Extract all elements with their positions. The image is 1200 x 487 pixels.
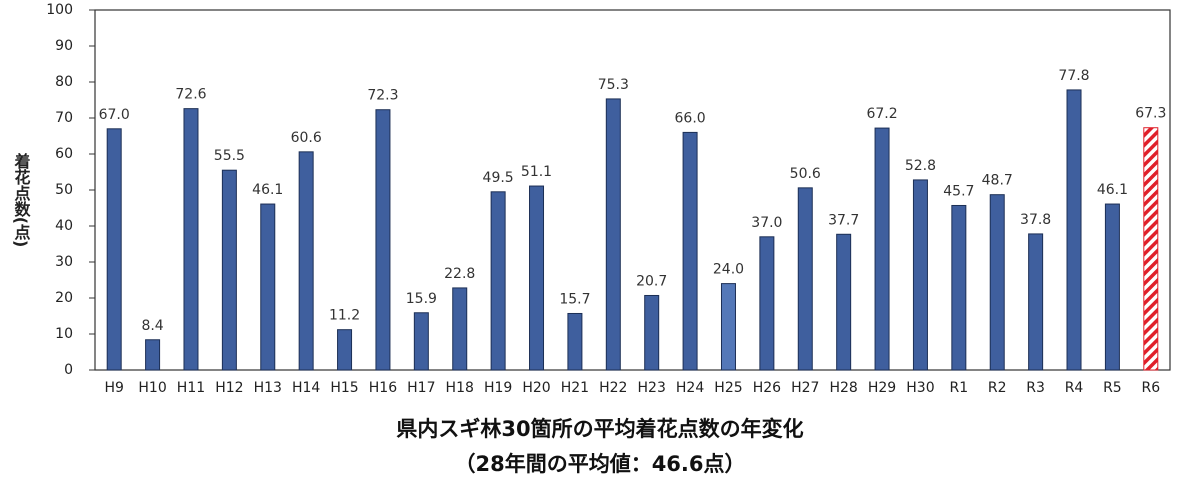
- value-label: 72.6: [175, 87, 206, 103]
- value-label: 15.9: [406, 291, 437, 307]
- x-tick-label: H21: [561, 380, 589, 396]
- value-label: 75.3: [598, 77, 629, 93]
- x-tick-label: R4: [1065, 380, 1084, 396]
- bar: [874, 127, 890, 371]
- y-tick-label: 0: [64, 362, 73, 378]
- x-tick-label: H14: [292, 380, 320, 396]
- chart-title: 県内スギ林30箇所の平均着花点数の年変化: [396, 417, 803, 441]
- bar: [221, 169, 237, 371]
- value-label: 22.8: [444, 266, 475, 282]
- y-tick-label: 60: [55, 146, 73, 162]
- x-tick-label: R1: [950, 380, 969, 396]
- x-tick-label: H28: [829, 380, 857, 396]
- bar: [567, 312, 583, 371]
- value-label: 8.4: [141, 318, 163, 334]
- value-label: 72.3: [367, 88, 398, 104]
- bar: [797, 187, 813, 371]
- x-tick-label: H9: [104, 380, 123, 396]
- x-tick-label: H11: [177, 380, 205, 396]
- y-tick-label: 10: [55, 326, 73, 342]
- bar: [1066, 89, 1082, 371]
- x-tick-label: H25: [714, 380, 742, 396]
- x-tick-label: H27: [791, 380, 819, 396]
- y-tick-label: 80: [55, 74, 73, 90]
- value-label: 51.1: [521, 164, 552, 180]
- bar: [375, 109, 391, 371]
- x-tick-label: H19: [484, 380, 512, 396]
- value-label: 37.8: [1020, 212, 1051, 228]
- bar: [145, 339, 161, 371]
- bar: [720, 283, 736, 371]
- value-label: 77.8: [1058, 68, 1089, 84]
- value-label: 67.0: [99, 107, 130, 123]
- bar: [605, 98, 621, 371]
- bar: [260, 203, 276, 371]
- value-label: 37.0: [751, 215, 782, 231]
- bar: [1028, 233, 1044, 371]
- x-tick-label: H17: [407, 380, 435, 396]
- x-tick-label: H29: [868, 380, 896, 396]
- bar: [951, 204, 967, 371]
- x-tick-label: H10: [138, 380, 166, 396]
- x-tick-label: R5: [1103, 380, 1122, 396]
- value-label: 11.2: [329, 308, 360, 324]
- value-label: 48.7: [982, 173, 1013, 189]
- bar: [912, 179, 928, 371]
- x-tick-label: H30: [906, 380, 934, 396]
- bar: [337, 329, 353, 371]
- y-tick-label: 50: [55, 182, 73, 198]
- bar: [106, 128, 122, 371]
- bar: [298, 151, 314, 371]
- bar: [1104, 203, 1120, 371]
- value-label: 50.6: [790, 166, 821, 182]
- x-tick-label: H22: [599, 380, 627, 396]
- y-tick-label: 90: [55, 38, 73, 54]
- value-label: 24.0: [713, 262, 744, 278]
- x-tick-label: H18: [446, 380, 474, 396]
- x-tick-label: H23: [638, 380, 666, 396]
- value-label: 46.1: [1097, 182, 1128, 198]
- value-label: 45.7: [943, 183, 974, 199]
- x-tick-label: R2: [988, 380, 1007, 396]
- bar: [644, 294, 660, 371]
- bar: [682, 131, 698, 371]
- value-label: 67.2: [866, 106, 897, 122]
- value-label: 15.7: [559, 291, 590, 307]
- y-tick-label: 20: [55, 290, 73, 306]
- x-tick-label: R6: [1141, 380, 1160, 396]
- value-label: 20.7: [636, 273, 667, 289]
- x-tick-label: H13: [254, 380, 282, 396]
- bar: [529, 185, 545, 371]
- value-label: 37.7: [828, 212, 859, 228]
- value-label: 52.8: [905, 158, 936, 174]
- x-tick-label: H16: [369, 380, 397, 396]
- bar: [183, 108, 199, 371]
- bar: [759, 236, 775, 371]
- x-tick-label: H12: [215, 380, 243, 396]
- x-tick-label: H15: [330, 380, 358, 396]
- bar: [989, 194, 1005, 371]
- value-label: 46.1: [252, 182, 283, 198]
- value-label: 49.5: [483, 170, 514, 186]
- y-tick-label: 70: [55, 110, 73, 126]
- bar: [836, 233, 852, 371]
- y-axis-label: 着花点数(点): [12, 152, 32, 248]
- value-label: 67.3: [1135, 106, 1166, 122]
- value-label: 60.6: [291, 130, 322, 146]
- x-tick-label: R3: [1026, 380, 1045, 396]
- bar: [490, 191, 506, 371]
- x-tick-label: H26: [753, 380, 781, 396]
- chart-subtitle: （28年間の平均値：46.6点）: [454, 452, 745, 476]
- y-tick-label: 30: [55, 254, 73, 270]
- bar: [1143, 127, 1159, 371]
- y-tick-label: 40: [55, 218, 73, 234]
- y-tick-label: 100: [46, 2, 73, 18]
- x-tick-label: H24: [676, 380, 704, 396]
- bar: [413, 312, 429, 371]
- bar: [452, 287, 468, 371]
- value-label: 66.0: [675, 110, 706, 126]
- x-tick-label: H20: [522, 380, 550, 396]
- value-label: 55.5: [214, 148, 245, 164]
